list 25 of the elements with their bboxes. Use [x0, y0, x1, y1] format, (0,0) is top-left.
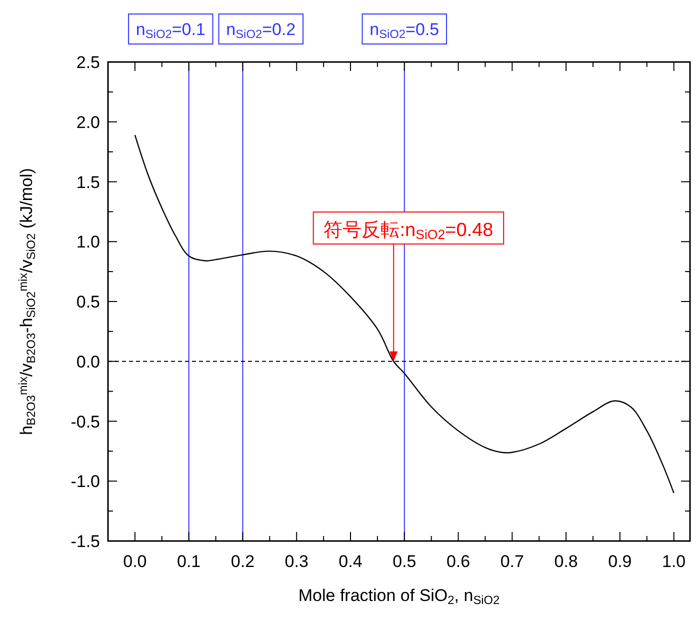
y-tick-label: -1.0: [70, 472, 100, 492]
y-tick-label: 2.5: [76, 53, 100, 72]
annotation: 符号反転:n$_{SiO2}$=0.48: [324, 220, 494, 242]
x-tick-label: 0.4: [338, 552, 362, 571]
x-tick-label: 0.7: [500, 552, 524, 571]
x-tick-label: 0.9: [608, 552, 632, 571]
x-tick-label: 0.0: [123, 552, 147, 571]
legend-label: n$_{SiO2}$=0.2: [226, 20, 296, 41]
ref-line-label: n$_{SiO2}$=0.5: [370, 20, 440, 41]
ref-line-label: n$_{SiO2}$=0.1: [136, 20, 206, 41]
y-tick-label: 1.5: [76, 172, 100, 192]
y-tick-label: -0.5: [70, 412, 100, 432]
y-tick-label: 2.0: [76, 112, 100, 132]
x-tick-label: 0.5: [392, 552, 416, 571]
y-tick-label: 0.0: [76, 352, 100, 372]
x-tick-label: 0.6: [446, 552, 470, 571]
x-tick-label: 1.0: [662, 552, 686, 571]
x-tick-label: 0.2: [230, 552, 255, 571]
x-tick-label: 0.3: [284, 552, 308, 571]
x-axis-title: Mole fraction of SiO$_{2}$, n$_{SiO2}$: [298, 586, 500, 607]
y-tick-label: -1.5: [70, 532, 100, 551]
x-tick-label: 0.8: [554, 552, 578, 571]
x-tick-label: 0.1: [177, 552, 201, 571]
y-tick-label: 1.0: [76, 232, 100, 252]
y-tick-label: 0.5: [76, 292, 100, 312]
